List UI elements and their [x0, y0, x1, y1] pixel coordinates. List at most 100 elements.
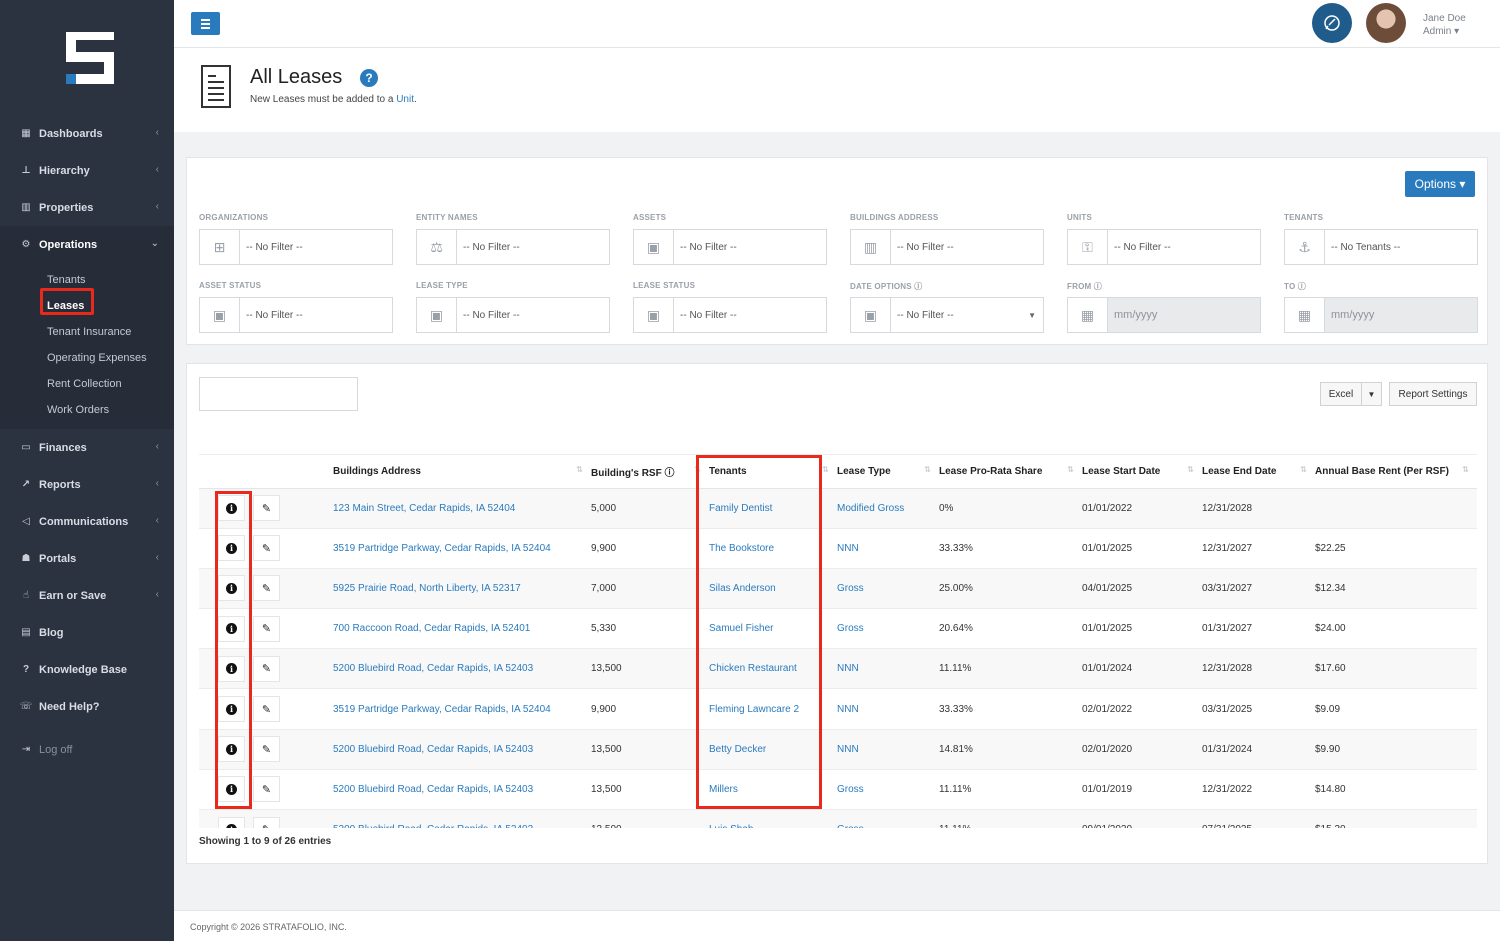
cell-link[interactable]: Family Dentist	[709, 502, 773, 514]
cell-link[interactable]: Luis Shah	[709, 824, 753, 828]
cell-link[interactable]: Gross	[837, 783, 864, 795]
info-button[interactable]: i	[218, 535, 245, 562]
cell-link[interactable]: NNN	[837, 542, 859, 554]
sidebar-item-reports[interactable]: ↗ Reports ‹	[0, 466, 174, 503]
cell-link[interactable]: Gross	[837, 582, 864, 594]
column-header[interactable]: Buildings Address ⇅	[333, 455, 591, 489]
filter-select[interactable]: ▣ -- No Filter --	[633, 229, 827, 265]
info-button[interactable]: i	[218, 776, 245, 803]
search-input[interactable]	[199, 377, 358, 411]
filter-select[interactable]: ▥ -- No Filter --	[850, 229, 1044, 265]
edit-button[interactable]: ✎	[253, 655, 280, 682]
table-scroll-area[interactable]: Buildings Address ⇅ Building's RSF ⓘ ⇅ Tenan…	[199, 454, 1477, 828]
edit-button[interactable]: ✎	[253, 736, 280, 763]
cell-link[interactable]: NNN	[837, 703, 859, 715]
cell-link[interactable]: 5200 Bluebird Road, Cedar Rapids, IA 524…	[333, 663, 534, 675]
stratafolio-logo[interactable]	[62, 30, 116, 86]
cell-link[interactable]: NNN	[837, 663, 859, 675]
sidebar-item-dashboards[interactable]: ▦ Dashboards ‹	[0, 115, 174, 152]
column-header[interactable]: Tenants ⇅	[709, 455, 837, 489]
cell-link[interactable]: 5200 Bluebird Road, Cedar Rapids, IA 524…	[333, 743, 534, 755]
sidebar-item-earn-or-save[interactable]: ☝ Earn or Save ‹	[0, 577, 174, 614]
cell-link[interactable]: 700 Raccoon Road, Cedar Rapids, IA 52401	[333, 623, 531, 635]
filter-select[interactable]: ▦ mm/yyyy	[1284, 297, 1478, 333]
cell-link[interactable]: Fleming Lawncare 2	[709, 703, 800, 715]
cell-link[interactable]: Chicken Restaurant	[709, 663, 797, 675]
sidebar-item-properties[interactable]: ▥ Properties ‹	[0, 189, 174, 226]
info-button[interactable]: i	[218, 615, 245, 642]
column-header[interactable]: Lease End Date ⇅	[1202, 455, 1315, 489]
excel-dropdown-toggle[interactable]: ▼	[1361, 382, 1382, 406]
subnav-item-tenant-insurance[interactable]: Tenant Insurance	[0, 319, 174, 345]
filter-select[interactable]: ▣ -- No Filter --	[416, 297, 610, 333]
edit-button[interactable]: ✎	[253, 696, 280, 723]
edit-button[interactable]: ✎	[253, 535, 280, 562]
sidebar-item-blog[interactable]: ▤ Blog	[0, 614, 174, 651]
sidebar-item-operations[interactable]: ⚙ Operations ⌄	[0, 226, 174, 263]
filter-select[interactable]: ⚿ -- No Filter --	[1067, 229, 1261, 265]
options-button[interactable]: Options ▾	[1405, 171, 1475, 197]
excel-export-button[interactable]: Excel	[1320, 382, 1362, 406]
cell-link[interactable]: 5925 Prairie Road, North Liberty, IA 523…	[333, 582, 521, 594]
help-icon[interactable]: ?	[360, 69, 378, 87]
info-button[interactable]: i	[218, 655, 245, 682]
info-button[interactable]: i	[218, 495, 245, 522]
column-header[interactable]: Lease Type ⇅	[837, 455, 939, 489]
info-icon: i	[226, 824, 237, 828]
avatar[interactable]	[1366, 3, 1406, 43]
cell-link[interactable]: Gross	[837, 623, 864, 635]
filter-select[interactable]: ⚓ -- No Tenants --	[1284, 229, 1478, 265]
cell-link[interactable]: 3519 Partridge Parkway, Cedar Rapids, IA…	[333, 542, 551, 554]
info-button[interactable]: i	[218, 736, 245, 763]
edit-button[interactable]: ✎	[253, 495, 280, 522]
info-button[interactable]: i	[218, 575, 245, 602]
subnav-item-rent-collection[interactable]: Rent Collection	[0, 371, 174, 397]
menu-toggle-button[interactable]	[191, 12, 220, 35]
info-button[interactable]: i	[218, 816, 245, 828]
column-header[interactable]: Annual Base Rent (Per RSF) ⇅	[1315, 455, 1477, 489]
edit-button[interactable]: ✎	[253, 816, 280, 828]
cell-link[interactable]: Samuel Fisher	[709, 623, 774, 635]
cell-link[interactable]: Silas Anderson	[709, 582, 776, 594]
subnav-item-tenants[interactable]: Tenants	[0, 267, 174, 293]
edit-button[interactable]: ✎	[253, 615, 280, 642]
cell-link[interactable]: 5200 Bluebird Road, Cedar Rapids, IA 524…	[333, 824, 533, 828]
edit-button[interactable]: ✎	[253, 575, 280, 602]
cell-link[interactable]: 3519 Partridge Parkway, Cedar Rapids, IA…	[333, 703, 551, 715]
cell-link[interactable]: 123 Main Street, Cedar Rapids, IA 52404	[333, 502, 516, 514]
column-header[interactable]: Lease Pro-Rata Share ⇅	[939, 455, 1082, 489]
user-role-dropdown[interactable]: Admin ▾	[1423, 26, 1460, 37]
filter-select[interactable]: ▣ -- No Filter --	[199, 297, 393, 333]
filter-select[interactable]: ▦ mm/yyyy	[1067, 297, 1261, 333]
subnav-item-operating-expenses[interactable]: Operating Expenses	[0, 345, 174, 371]
sidebar-item-knowledge-base[interactable]: ? Knowledge Base	[0, 651, 174, 688]
cell-link[interactable]: Modified Gross	[837, 502, 905, 514]
filter-select[interactable]: ▣ -- No Filter -- ▼	[850, 297, 1044, 333]
info-button[interactable]: i	[218, 696, 245, 723]
filter-select[interactable]: ⊞ -- No Filter --	[199, 229, 393, 265]
sidebar-item-finances[interactable]: ▭ Finances ‹	[0, 429, 174, 466]
sidebar-item-portals[interactable]: ☗ Portals ‹	[0, 540, 174, 577]
cell-link[interactable]: Gross	[837, 824, 864, 828]
filter-select[interactable]: ⚖ -- No Filter --	[416, 229, 610, 265]
cell-link[interactable]: Betty Decker	[709, 743, 767, 755]
cell-link[interactable]: The Bookstore	[709, 542, 775, 554]
column-header[interactable]: Lease Start Date ⇅	[1082, 455, 1202, 489]
report-settings-button[interactable]: Report Settings	[1389, 382, 1477, 406]
sidebar-item-hierarchy[interactable]: ⊥ Hierarchy ‹	[0, 152, 174, 189]
chat-icon[interactable]	[1312, 3, 1352, 43]
edit-button[interactable]: ✎	[253, 776, 280, 803]
subnav-item-leases[interactable]: Leases	[0, 293, 174, 319]
cell-link[interactable]: NNN	[837, 743, 859, 755]
cell-link[interactable]: 5200 Bluebird Road, Cedar Rapids, IA 524…	[333, 783, 534, 795]
logoff-link[interactable]: ⇥ Log off	[0, 731, 174, 768]
filter-label: BUILDINGS ADDRESS	[850, 213, 939, 222]
user-name[interactable]: Jane Doe	[1423, 13, 1466, 24]
sidebar-item-communications[interactable]: ◁ Communications ‹	[0, 503, 174, 540]
sidebar-item-need-help-[interactable]: ☏ Need Help?	[0, 688, 174, 725]
filter-select[interactable]: ▣ -- No Filter --	[633, 297, 827, 333]
unit-link[interactable]: Unit	[396, 94, 414, 105]
subnav-item-work-orders[interactable]: Work Orders	[0, 397, 174, 423]
cell-link[interactable]: Millers	[709, 783, 738, 795]
column-header[interactable]: Building's RSF ⓘ ⇅	[591, 455, 709, 489]
